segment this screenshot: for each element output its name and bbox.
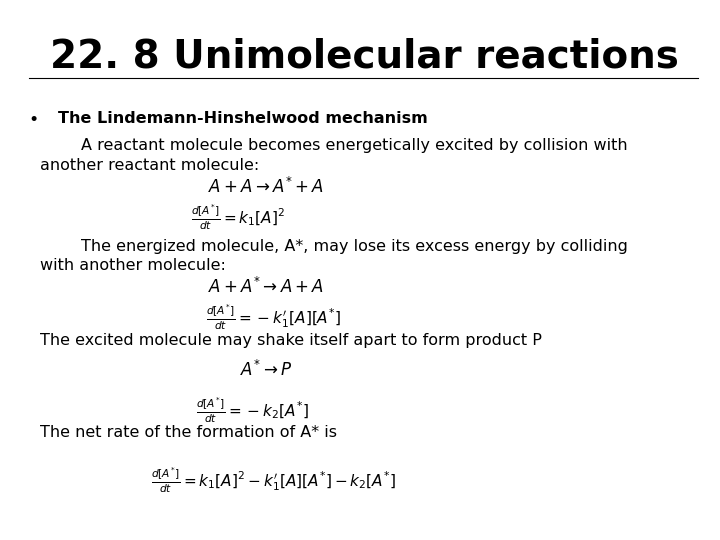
Text: $\frac{d[A^{*}]}{dt} = -k_1^{\prime}[A][A^{*}]$: $\frac{d[A^{*}]}{dt} = -k_1^{\prime}[A][… — [206, 302, 341, 332]
Text: $A  +  A  \rightarrow  A^{*}  +  A$: $A + A \rightarrow A^{*} + A$ — [208, 177, 325, 197]
Text: $A  +  A^{*}  \rightarrow  A  +  A$: $A + A^{*} \rightarrow A + A$ — [208, 276, 325, 296]
Text: $\frac{d[A^{*}]}{dt} = k_1[A]^2 - k_1^{\prime}[A][A^{*}] - k_2[A^{*}]$: $\frac{d[A^{*}]}{dt} = k_1[A]^2 - k_1^{\… — [151, 465, 396, 495]
Text: The Lindemann-Hinshelwood mechanism: The Lindemann-Hinshelwood mechanism — [58, 111, 428, 126]
Text: A reactant molecule becomes energetically excited by collision with
another reac: A reactant molecule becomes energeticall… — [40, 138, 627, 172]
Text: $\frac{d[A^{*}]}{dt} = -k_2[A^{*}]$: $\frac{d[A^{*}]}{dt} = -k_2[A^{*}]$ — [196, 395, 308, 425]
Text: 22. 8 Unimolecular reactions: 22. 8 Unimolecular reactions — [50, 38, 679, 76]
Text: The excited molecule may shake itself apart to form product P: The excited molecule may shake itself ap… — [40, 333, 541, 348]
Text: $\frac{d[A^{*}]}{dt} = k_1[A]^2$: $\frac{d[A^{*}]}{dt} = k_1[A]^2$ — [191, 202, 284, 232]
Text: The energized molecule, A*, may lose its excess energy by colliding
with another: The energized molecule, A*, may lose its… — [40, 239, 627, 273]
Text: The net rate of the formation of A* is: The net rate of the formation of A* is — [40, 425, 337, 440]
Text: •: • — [29, 111, 39, 129]
Text: $A^{*}  \rightarrow  P$: $A^{*} \rightarrow P$ — [240, 360, 292, 380]
